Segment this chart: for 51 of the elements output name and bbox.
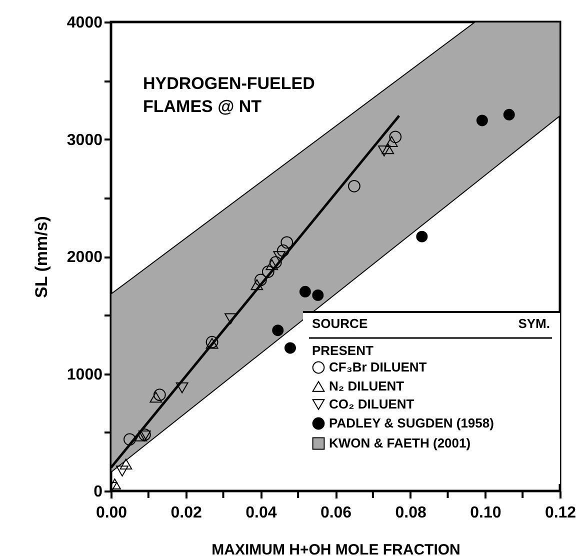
y-tick-label: 0 [94,484,103,500]
point [284,342,296,354]
x-axis-title: MAXIMUM H+OH MOLE FRACTION [212,542,460,558]
point [378,146,390,156]
legend-label: CO₂ DILUENT [329,396,414,412]
x-tick-label: 0.06 [320,504,352,522]
x-tick-label: 0.02 [170,504,202,522]
point [272,324,284,336]
point [153,388,166,402]
point [382,143,394,154]
point [389,130,402,144]
point [312,289,324,301]
y-tick-label: 4000 [66,14,103,32]
point [120,458,132,470]
point [280,236,294,249]
point [116,466,128,477]
point [124,433,136,446]
point [503,108,515,120]
point [269,256,282,269]
point [273,251,286,262]
point [250,279,264,290]
x-tick-label: 0.04 [246,504,277,522]
x-tick-label: 0.10 [470,504,502,522]
legend-label: KWON & FAETH (2001) [329,436,471,450]
point [150,392,162,403]
annotation: PRESENT [312,343,374,358]
legend-label: CF₃Br DILUENT [329,360,427,374]
point [348,180,360,192]
x-tick-label: 0.08 [395,504,427,522]
y-tick-label: 1000 [66,366,103,384]
point [254,274,267,286]
y-axis-title: SL (mm/s) [32,216,51,298]
x-tick-label: 0.12 [544,504,576,522]
legend-title: SOURCE [312,316,368,331]
annotation: HYDROGEN-FUELED FLAMES @ NT [143,74,315,116]
point [299,286,311,298]
annotation: SYM. [518,316,550,331]
point [176,382,188,394]
point [385,136,398,148]
point [276,244,290,257]
point [476,114,488,126]
legend-label: PADLEY & SUGDEN (1958) [329,416,494,430]
y-tick-label: 3000 [66,132,103,149]
point [134,430,148,442]
x-tick-label: 0.00 [96,504,128,522]
point [416,230,428,242]
point [262,266,274,278]
y-tick-label: 2000 [66,249,103,266]
legend-label: N₂ DILUENT [329,378,404,394]
point [266,259,278,270]
point [224,313,237,324]
